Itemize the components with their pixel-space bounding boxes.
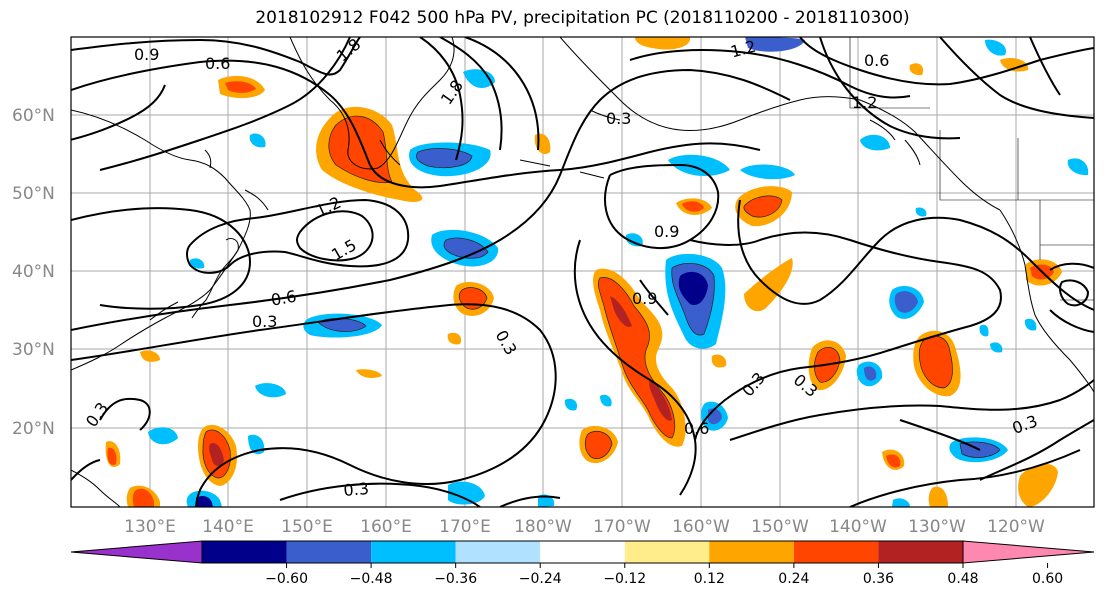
colorbar-tick-label: −0.48 bbox=[350, 571, 393, 587]
colorbar-extend-high bbox=[963, 541, 1094, 563]
colorbar-box bbox=[878, 541, 963, 563]
latitude-labels: 60°N 50°N 40°N 30°N 20°N bbox=[12, 106, 55, 439]
lon-label: 140°E bbox=[202, 517, 254, 537]
colorbar-extend-low bbox=[71, 541, 202, 563]
colorbar-tick-label: 0.60 bbox=[1032, 571, 1063, 587]
lon-label: 140°W bbox=[829, 517, 887, 537]
colorbar-box bbox=[709, 541, 794, 563]
lat-label: 40°N bbox=[12, 262, 55, 282]
contour-label: 0.6 bbox=[684, 419, 709, 438]
colorbar-box bbox=[540, 541, 625, 563]
contour-label: 0.3 bbox=[252, 312, 277, 331]
colorbar-tick-label: −0.24 bbox=[519, 571, 562, 587]
contour-label: 0.9 bbox=[654, 222, 679, 241]
colorbar-box bbox=[287, 541, 372, 563]
colorbar-tick-label: 0.48 bbox=[947, 571, 978, 587]
colorbar-tick-label: −0.36 bbox=[434, 571, 477, 587]
lon-label: 180°W bbox=[514, 517, 572, 537]
lon-label: 160°E bbox=[360, 517, 412, 537]
colorbar-box bbox=[456, 541, 541, 563]
contour-label: 0.6 bbox=[864, 51, 889, 70]
lon-label: 130°W bbox=[908, 517, 966, 537]
contour-label: 1.2 bbox=[852, 93, 877, 112]
colorbar-tick-label: −0.12 bbox=[603, 571, 646, 587]
longitude-labels: 130°E 140°E 150°E 160°E 170°E 180°W 170°… bbox=[124, 517, 1045, 537]
colorbar-box bbox=[625, 541, 710, 563]
lon-label: 120°W bbox=[987, 517, 1045, 537]
lon-label: 170°W bbox=[593, 517, 651, 537]
lat-label: 30°N bbox=[12, 340, 55, 360]
contour-label: 0.3 bbox=[606, 109, 631, 128]
colorbar-box bbox=[202, 541, 287, 563]
map-figure: 0.9 0.6 1.8 1.2 1.5 0.3 0.3 0.9 0.6 1.2 … bbox=[0, 0, 1105, 601]
lon-label: 150°E bbox=[281, 517, 333, 537]
contour-label: 0.3 bbox=[343, 479, 370, 500]
colorbar-tick-label: −0.60 bbox=[265, 571, 308, 587]
colorbar-box bbox=[794, 541, 879, 563]
contour-label: 0.9 bbox=[134, 45, 159, 64]
contour-label: 0.6 bbox=[205, 54, 230, 73]
lon-label: 170°E bbox=[439, 517, 491, 537]
colorbar-tick-label: 0.12 bbox=[694, 571, 725, 587]
lon-label: 130°E bbox=[124, 517, 176, 537]
lat-label: 50°N bbox=[12, 184, 55, 204]
colorbar-tick-label: 0.36 bbox=[863, 571, 894, 587]
colorbar: −0.60 −0.48 −0.36 −0.24 −0.12 0.12 0.24 0.36 0.4… bbox=[71, 541, 1094, 587]
lon-label: 160°W bbox=[672, 517, 730, 537]
contour-label: 0.9 bbox=[632, 289, 657, 308]
lat-label: 60°N bbox=[12, 106, 55, 126]
colorbar-box bbox=[371, 541, 456, 563]
colorbar-tick-label: 0.24 bbox=[778, 571, 809, 587]
lat-label: 20°N bbox=[12, 419, 55, 439]
lon-label: 150°W bbox=[751, 517, 809, 537]
